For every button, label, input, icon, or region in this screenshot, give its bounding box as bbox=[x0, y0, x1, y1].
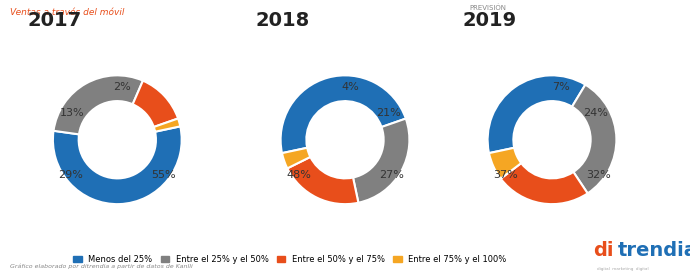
Wedge shape bbox=[281, 75, 406, 153]
Text: digital  marketing  digital: digital marketing digital bbox=[597, 267, 649, 271]
Text: PREVISIÓN: PREVISIÓN bbox=[469, 4, 506, 11]
Text: 48%: 48% bbox=[286, 170, 311, 180]
Text: 24%: 24% bbox=[583, 108, 608, 118]
Wedge shape bbox=[489, 148, 521, 179]
Legend: Menos del 25%, Entre el 25% y el 50%, Entre el 50% y el 75%, Entre el 75% y el 1: Menos del 25%, Entre el 25% y el 50%, En… bbox=[70, 252, 510, 267]
Wedge shape bbox=[53, 126, 181, 204]
Wedge shape bbox=[353, 119, 409, 203]
Wedge shape bbox=[54, 75, 143, 134]
Text: 55%: 55% bbox=[151, 170, 176, 180]
Text: 4%: 4% bbox=[342, 82, 359, 92]
Wedge shape bbox=[132, 81, 178, 127]
Wedge shape bbox=[572, 85, 616, 193]
Text: 2019: 2019 bbox=[462, 11, 516, 30]
Text: trendia: trendia bbox=[618, 241, 690, 260]
Text: 29%: 29% bbox=[59, 170, 83, 180]
Text: 2018: 2018 bbox=[255, 11, 310, 30]
Text: 27%: 27% bbox=[379, 170, 404, 180]
Text: Gráfico elaborado por ditrendia a partir de datos de Kanlli: Gráfico elaborado por ditrendia a partir… bbox=[10, 263, 193, 269]
Text: 13%: 13% bbox=[60, 108, 85, 118]
Text: 2017: 2017 bbox=[28, 11, 81, 30]
Text: 21%: 21% bbox=[377, 108, 401, 118]
Text: 7%: 7% bbox=[552, 82, 570, 92]
Text: 2%: 2% bbox=[114, 82, 131, 92]
Wedge shape bbox=[287, 157, 358, 204]
Text: 32%: 32% bbox=[586, 170, 611, 180]
Wedge shape bbox=[501, 163, 588, 204]
Wedge shape bbox=[154, 118, 180, 132]
Text: Ventas a través del móvil: Ventas a través del móvil bbox=[10, 8, 125, 17]
Wedge shape bbox=[282, 148, 310, 169]
Text: di: di bbox=[593, 241, 614, 260]
Wedge shape bbox=[488, 75, 585, 153]
Text: 37%: 37% bbox=[493, 170, 518, 180]
